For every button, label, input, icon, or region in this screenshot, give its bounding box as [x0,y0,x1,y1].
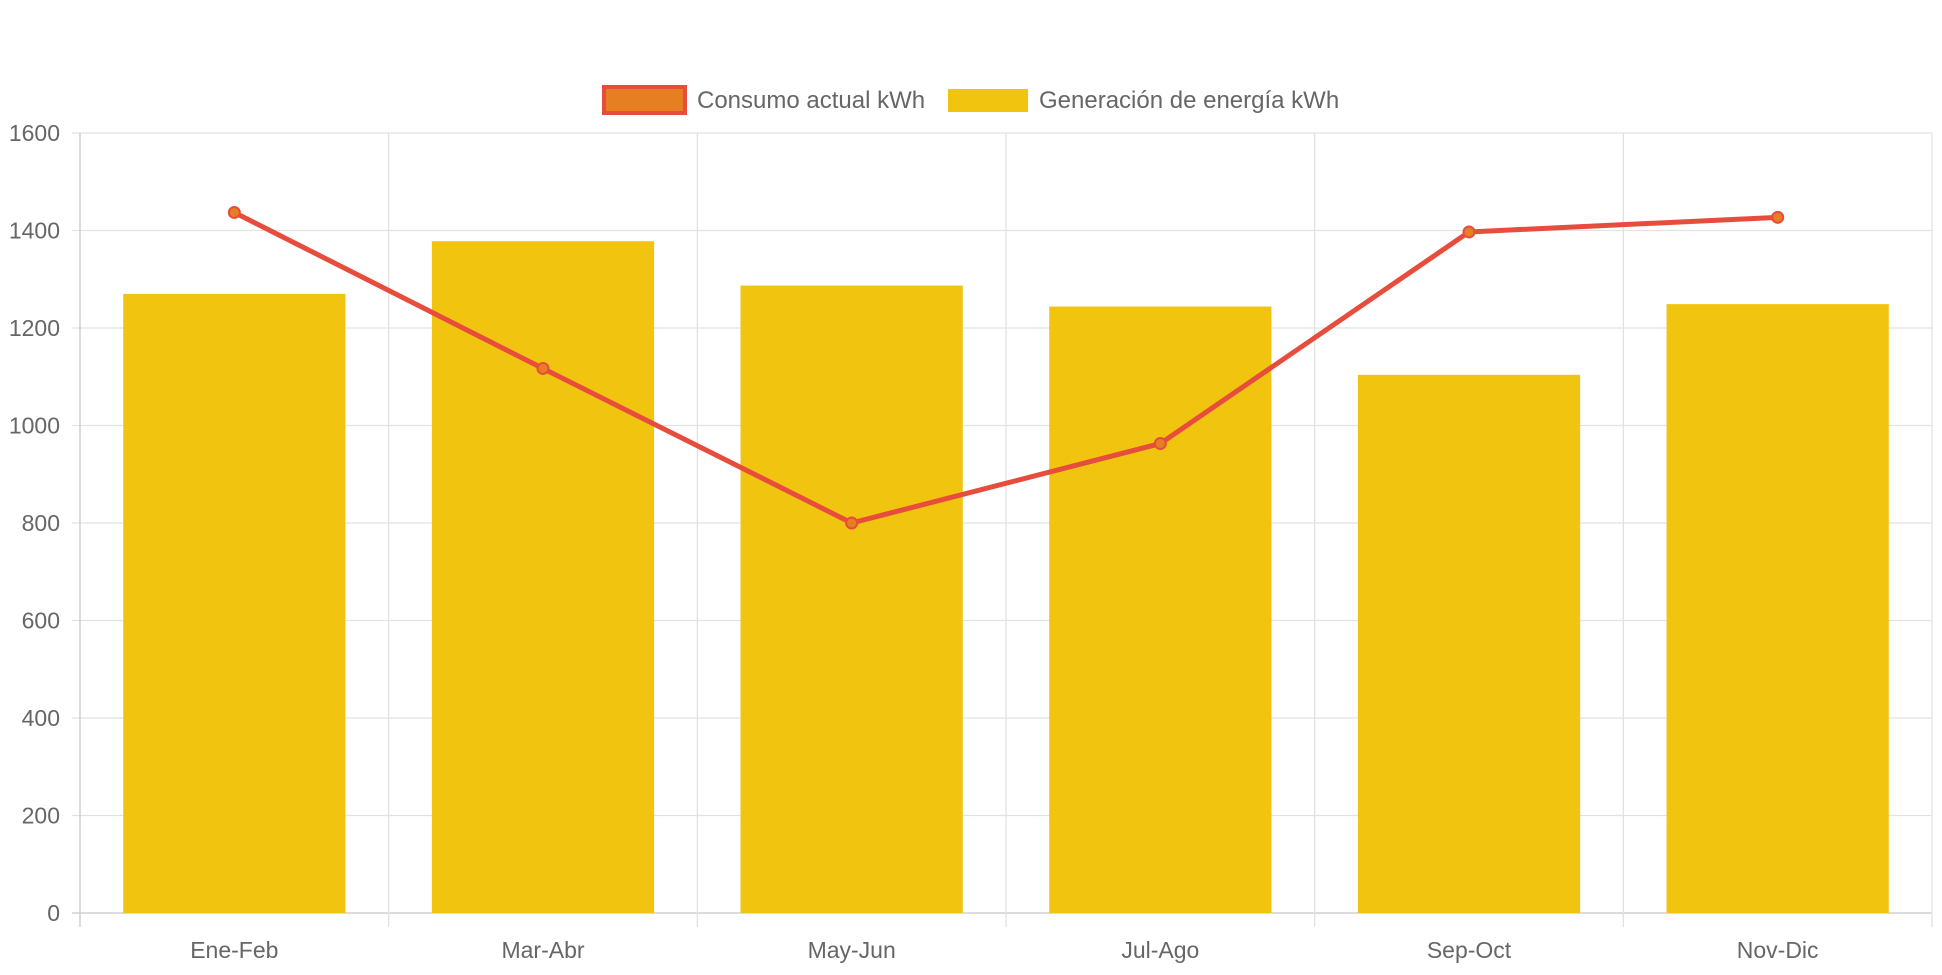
y-tick-label: 800 [22,510,60,536]
grid-lines [72,132,1933,927]
line-point[interactable] [1462,225,1476,239]
legend-label-consumo: Consumo actual kWh [697,87,925,114]
y-tick-label: 600 [22,608,60,634]
y-tick-label: 400 [22,705,60,731]
y-tick-label: 1600 [9,120,60,146]
bar-series [123,241,1889,914]
line-point[interactable] [845,516,859,530]
y-tick-label: 1000 [9,413,60,439]
y-tick-label: 200 [22,803,60,829]
bar[interactable] [1666,304,1889,913]
bar[interactable] [1357,374,1581,913]
line-path [233,210,1778,526]
x-tick-label: Jul-Ago [1121,937,1199,963]
y-tick-label: 1400 [9,218,60,244]
line-point[interactable] [536,361,550,375]
y-tick-label: 0 [47,900,60,926]
legend-swatch-consumo [602,85,687,115]
legend-label-generacion: Generación de energía kWh [1039,87,1339,114]
legend-item-consumo[interactable]: Consumo actual kWh [602,85,925,115]
x-tick-label: May-Jun [808,937,896,963]
legend-item-generacion[interactable]: Generación de energía kWh [948,87,1339,114]
legend: Consumo actual kWh Generación de energía… [602,85,1339,115]
axes: 0 200 400 600 800 1000 1200 1400 1600 Ene-Feb Mar-… [9,120,1819,963]
bar[interactable] [740,285,963,913]
x-tick-label: Nov-Dic [1737,937,1819,963]
line-point[interactable] [1153,437,1167,451]
line-series [227,205,1785,530]
x-tick-label: Sep-Oct [1427,937,1512,963]
x-tick-label: Ene-Feb [190,937,278,963]
line-point[interactable] [1771,210,1785,224]
legend-swatch-generacion [948,89,1028,112]
bar[interactable] [123,293,346,913]
bar[interactable] [431,241,655,914]
line-point[interactable] [227,205,241,219]
x-tick-label: Mar-Abr [501,937,584,963]
bar[interactable] [1049,306,1272,913]
y-tick-label: 1200 [9,315,60,341]
